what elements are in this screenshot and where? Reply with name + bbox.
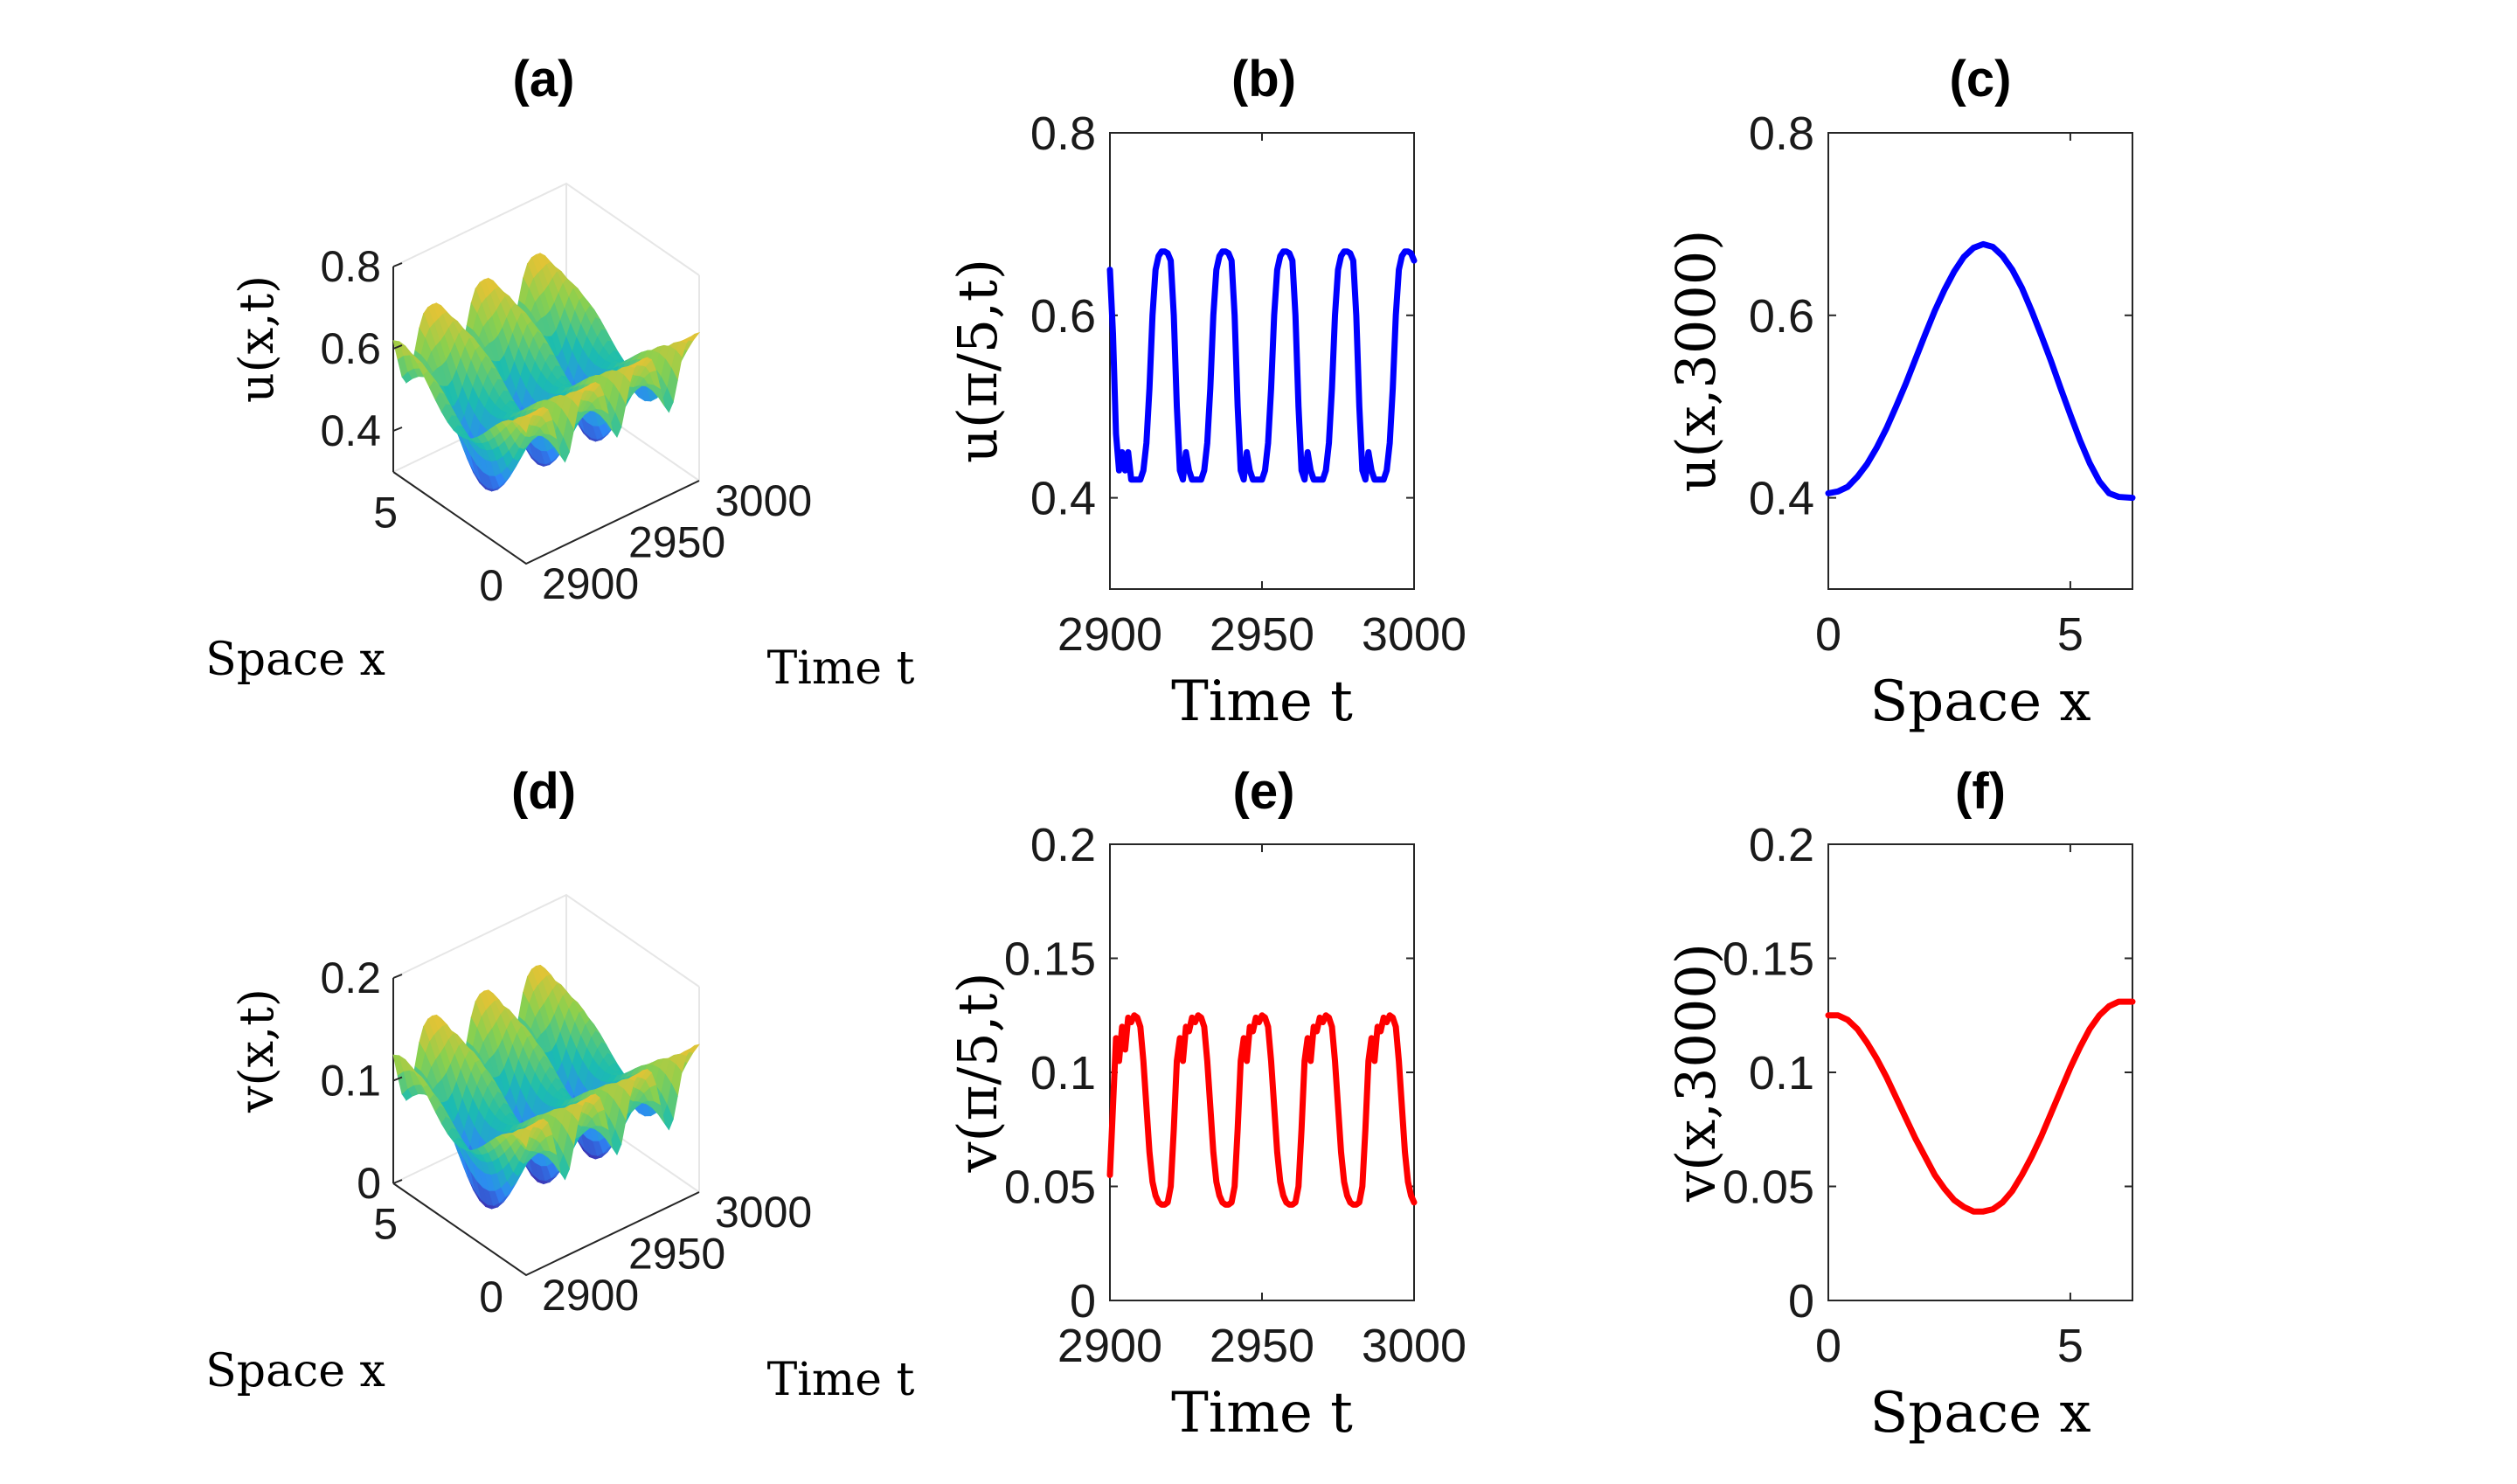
panel-title-d: (d) [511, 763, 576, 820]
axes-box [1109, 843, 1415, 1301]
z-axis-label: v(x,t) [229, 988, 284, 1113]
t-tick-label: 3000 [715, 476, 812, 525]
t-tick-label: 3000 [715, 1188, 812, 1237]
z-tick-mark [392, 426, 403, 432]
time-axis-label: Time t [767, 1354, 915, 1406]
panel-c: 0.4 0.6 0.8 0 5 Space x u(x,3000) [1664, 107, 2136, 734]
z-tick-label: 0.1 [320, 1057, 381, 1106]
surface-patch [519, 1128, 531, 1148]
x-tick-label: 2950 [1210, 1320, 1314, 1372]
surface-patch [688, 331, 701, 341]
panel-title-a: (a) [513, 51, 575, 107]
x-axis-label: Space x [1869, 669, 2091, 734]
z-tick-label: 0.6 [320, 324, 381, 373]
x-tick-label: 0 [1815, 608, 1841, 661]
t-tick-label: 2950 [628, 1230, 725, 1279]
z-tick-label: 0 [357, 1159, 381, 1208]
z-tick-mark [392, 974, 403, 979]
z-tick-mark [392, 1179, 403, 1184]
x-axis-label: Space x [205, 1345, 385, 1397]
y-tick-label: 0.6 [1749, 290, 1814, 343]
y-tick-label: 0.4 [1749, 473, 1814, 525]
surface [392, 252, 701, 492]
y-tick-label: 0.8 [1030, 107, 1096, 160]
x-axis-label: Space x [1869, 1381, 2091, 1446]
z-tick-label: 0.2 [320, 954, 381, 1002]
y-tick-label: 0.4 [1030, 473, 1096, 525]
y-tick-label: 0.1 [1030, 1047, 1096, 1099]
axes-box [1827, 843, 2133, 1301]
time-axis-label: Time t [767, 642, 915, 695]
series-line [1106, 1012, 1418, 1208]
x-tick-label: 2900 [1057, 608, 1162, 661]
y-tick-label: 0.1 [1749, 1047, 1814, 1099]
t-tick-label: 2950 [628, 518, 725, 567]
panel-title-c: (c) [1950, 51, 2012, 107]
surface-patch [519, 415, 531, 433]
x-tick-label: 5 [2057, 608, 2084, 661]
y-axis-label: v(x,3000) [1664, 943, 1728, 1203]
axes-box [1827, 132, 2133, 590]
y-tick-label: 0.05 [1723, 1162, 1814, 1214]
x-tick-label: 2950 [1210, 608, 1314, 661]
y-tick-label: 0.15 [1004, 933, 1096, 986]
z-tick-mark [392, 344, 403, 350]
y-tick-label: 0.6 [1030, 290, 1096, 343]
z-tick-label: 0.4 [320, 406, 381, 455]
z-tick-mark [392, 262, 403, 267]
y-tick-label: 0.05 [1004, 1162, 1096, 1214]
x-tick-label: 0 [479, 561, 503, 610]
z-axis-label: u(x,t) [229, 275, 284, 403]
x-tick-label: 0 [479, 1272, 503, 1321]
x-tick-label: 3000 [1362, 1320, 1467, 1372]
t-tick-label: 2900 [542, 1271, 639, 1320]
x-axis-label: Space x [205, 634, 385, 686]
z-tick-mark [392, 1076, 403, 1082]
panel-title-b: (b) [1231, 51, 1296, 107]
x-tick-label: 5 [373, 488, 398, 537]
t-tick-label: 2900 [542, 559, 639, 608]
z-tick-label: 0.8 [320, 242, 381, 291]
surface [392, 964, 700, 1210]
axes-box [1109, 132, 1415, 590]
x-tick-label: 5 [2057, 1320, 2084, 1372]
y-tick-label: 0.8 [1749, 107, 1814, 160]
x-axis-label: Time t [1171, 669, 1353, 734]
y-tick-label: 0 [1788, 1275, 1814, 1328]
y-tick-label: 0.2 [1030, 819, 1096, 871]
x-axis-label: Time t [1171, 1381, 1353, 1446]
series-line [1825, 998, 2136, 1215]
y-tick-label: 0.15 [1723, 933, 1814, 986]
panel-f: 0 0.05 0.1 0.15 0.2 0 5 Space x v(x,3000) [1664, 819, 2136, 1446]
panel-title-e: (e) [1233, 763, 1295, 820]
panel-title-f: (f) [1955, 763, 2006, 820]
y-axis-label: u(x,3000) [1664, 230, 1728, 493]
x-tick-label: 2900 [1057, 1320, 1162, 1372]
x-tick-label: 5 [373, 1199, 398, 1248]
y-axis-label: v(π/5,t) [946, 972, 1009, 1173]
box-front-edges [392, 1182, 700, 1277]
series-line [1106, 248, 1418, 483]
y-tick-label: 0 [1070, 1275, 1096, 1328]
box-front-edges [392, 471, 700, 565]
series-line [1825, 240, 2136, 502]
y-tick-label: 0.2 [1749, 819, 1814, 871]
x-tick-label: 3000 [1362, 608, 1467, 661]
x-tick-label: 0 [1815, 1320, 1841, 1372]
y-axis-label: u(π/5,t) [946, 259, 1009, 463]
